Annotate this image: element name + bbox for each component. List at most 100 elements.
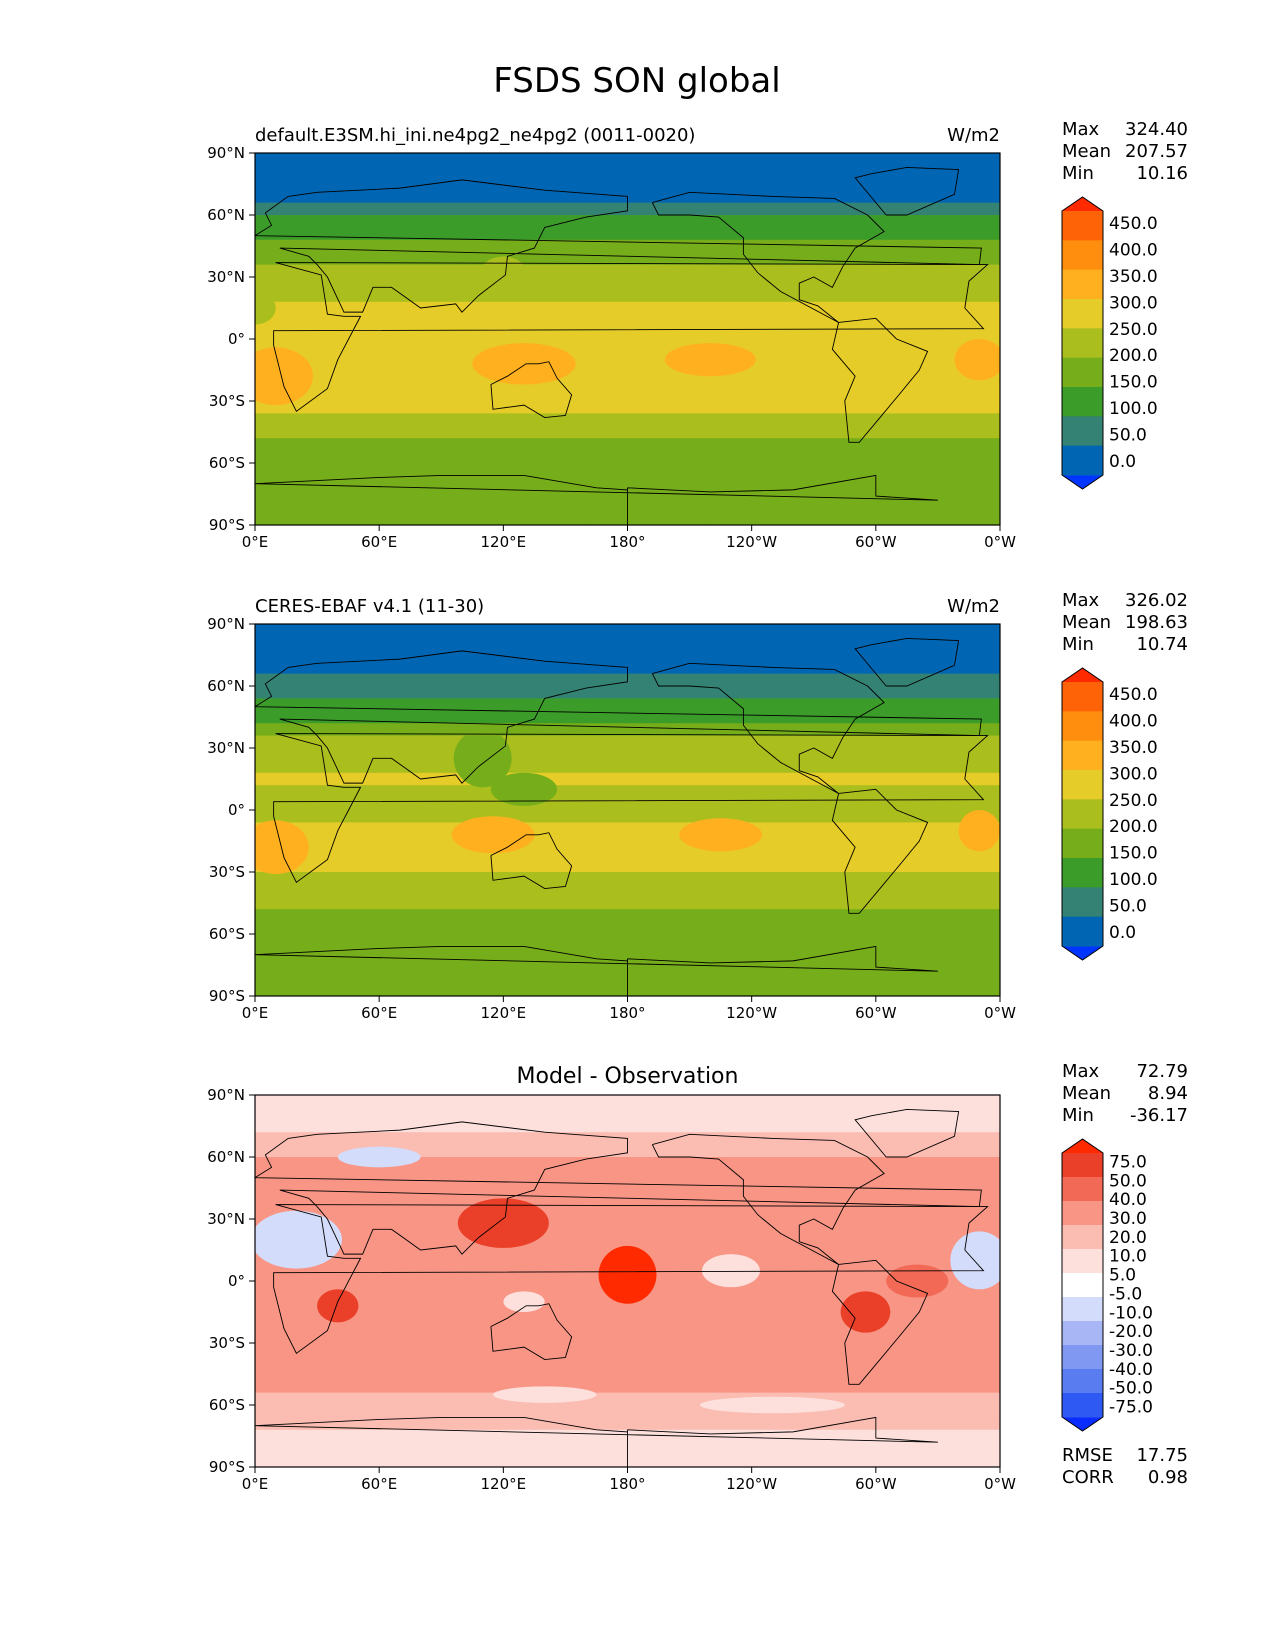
stat-value: 198.63 bbox=[1125, 612, 1188, 633]
contour-feature bbox=[699, 1396, 845, 1414]
lat-tick-label: 30°S bbox=[209, 1334, 245, 1352]
coastline bbox=[255, 474, 938, 525]
coastline bbox=[255, 945, 938, 996]
colorbar-extend-min bbox=[1062, 1417, 1103, 1431]
contour-feature bbox=[255, 347, 313, 406]
colorbar-tick-label: 50.0 bbox=[1109, 1171, 1147, 1191]
contour-feature bbox=[840, 1291, 891, 1333]
colorbar-segment bbox=[1062, 682, 1103, 712]
colorbar-tick-label: 350.0 bbox=[1109, 267, 1158, 287]
colorbar-tick-label: 250.0 bbox=[1109, 320, 1158, 340]
stat-label: Mean bbox=[1062, 612, 1111, 633]
lon-tick-label: 60°E bbox=[361, 533, 397, 551]
colorbar-extend-min bbox=[1062, 475, 1103, 489]
colorbar-segment bbox=[1062, 1153, 1103, 1178]
lat-tick-label: 90°S bbox=[209, 516, 245, 534]
colorbar-tick-label: 150.0 bbox=[1109, 844, 1158, 864]
coastline bbox=[854, 1109, 960, 1158]
contour-band bbox=[255, 1405, 1000, 1418]
stat-label: Min bbox=[1062, 634, 1094, 655]
coastline bbox=[255, 179, 982, 313]
colorbar-tick-label: -10.0 bbox=[1109, 1303, 1153, 1323]
coastline bbox=[273, 262, 989, 413]
contour-field bbox=[255, 153, 1000, 525]
contour-band bbox=[255, 710, 1000, 724]
coastline bbox=[255, 1416, 938, 1467]
colorbar-tick-label: 350.0 bbox=[1109, 738, 1158, 758]
colorbar-tick-label: -20.0 bbox=[1109, 1322, 1153, 1342]
contour-band bbox=[255, 1194, 1000, 1208]
colorbar: 450.0 400.0 350.0 300.0 250.0 200.0 150.0 100.0… bbox=[1061, 667, 1158, 961]
contour-band bbox=[255, 772, 1000, 786]
contour-band bbox=[255, 1318, 1000, 1332]
colorbar-tick-label: 5.0 bbox=[1109, 1266, 1136, 1286]
contour-band bbox=[255, 872, 1000, 885]
colorbar-segment bbox=[1062, 445, 1103, 476]
stat-value: -36.17 bbox=[1130, 1105, 1188, 1126]
colorbar-tick-label: 200.0 bbox=[1109, 346, 1158, 366]
contour-band bbox=[255, 1181, 1000, 1195]
contour-band bbox=[255, 909, 1000, 923]
contour-feature bbox=[586, 512, 711, 525]
figure-title: FSDS SON global bbox=[493, 61, 780, 101]
coastline bbox=[651, 662, 885, 794]
contour-feature bbox=[490, 772, 558, 806]
contour-band bbox=[255, 624, 1000, 637]
contour-feature bbox=[886, 1264, 949, 1298]
colorbar: 75.050.040.030.020.010.05.0-5.0-10.0-20.… bbox=[1061, 1138, 1153, 1432]
metric-value: 17.75 bbox=[1136, 1445, 1188, 1466]
coastline bbox=[831, 1259, 929, 1385]
stat-label: Min bbox=[1062, 1105, 1094, 1126]
lon-tick-label: 60°W bbox=[855, 1004, 897, 1022]
stat-label: Mean bbox=[1062, 1083, 1111, 1104]
colorbar-tick-label: 40.0 bbox=[1109, 1190, 1147, 1210]
colorbar-segment bbox=[1062, 799, 1103, 830]
coastlines bbox=[255, 167, 989, 525]
contour-feature bbox=[664, 343, 756, 377]
contour-feature bbox=[950, 1231, 1000, 1290]
stat-label: Mean bbox=[1062, 141, 1111, 162]
contour-band bbox=[255, 314, 1000, 328]
coastline bbox=[490, 361, 573, 418]
colorbar-segment bbox=[1062, 240, 1103, 271]
coastline bbox=[651, 1133, 885, 1265]
coastline bbox=[273, 733, 989, 884]
colorbar-tick-label: 10.0 bbox=[1109, 1247, 1147, 1267]
contour-band bbox=[255, 1095, 1000, 1108]
coastline bbox=[854, 167, 960, 216]
panel-title: Model - Observation bbox=[517, 1064, 739, 1089]
contour-band bbox=[255, 1157, 1000, 1170]
lon-tick-label: 0°W bbox=[984, 533, 1016, 551]
colorbar-extend-max bbox=[1062, 668, 1103, 682]
contour-band bbox=[255, 363, 1000, 377]
lat-tick-label: 0° bbox=[228, 801, 245, 819]
contour-band bbox=[255, 636, 1000, 650]
colorbar-segment bbox=[1062, 1393, 1103, 1418]
coastline bbox=[255, 1121, 982, 1255]
contour-band bbox=[255, 1169, 1000, 1183]
contour-band bbox=[255, 227, 1000, 241]
contour-band bbox=[255, 475, 1000, 489]
contour-band bbox=[255, 1231, 1000, 1245]
contour-band bbox=[255, 438, 1000, 452]
colorbar-segment bbox=[1062, 711, 1103, 742]
lat-tick-label: 90°N bbox=[207, 144, 245, 162]
lon-tick-label: 180° bbox=[609, 1475, 645, 1493]
colorbar-tick-label: 450.0 bbox=[1109, 685, 1158, 705]
colorbar-segment bbox=[1062, 858, 1103, 888]
lon-tick-label: 0°E bbox=[242, 1004, 269, 1022]
colorbar-tick-label: 250.0 bbox=[1109, 791, 1158, 811]
panel-left-label: CERES-EBAF v4.1 (11-30) bbox=[255, 596, 484, 617]
stat-value: 326.02 bbox=[1125, 590, 1188, 611]
contour-band bbox=[255, 921, 1000, 935]
lon-tick-label: 60°E bbox=[361, 1004, 397, 1022]
lon-tick-label: 0°W bbox=[984, 1475, 1016, 1493]
contour-band bbox=[255, 1417, 1000, 1431]
contour-band bbox=[255, 351, 1000, 365]
colorbar-segment bbox=[1062, 1249, 1103, 1274]
colorbar-tick-label: -75.0 bbox=[1109, 1398, 1153, 1418]
contour-feature bbox=[457, 1198, 549, 1248]
contour-band bbox=[255, 1343, 1000, 1356]
colorbar-tick-label: 150.0 bbox=[1109, 373, 1158, 393]
